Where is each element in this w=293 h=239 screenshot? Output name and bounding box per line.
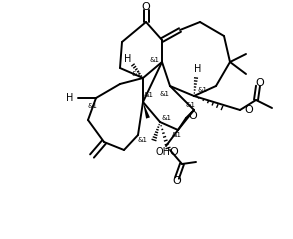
Text: &1: &1 <box>87 103 97 109</box>
Polygon shape <box>143 102 150 119</box>
Text: O: O <box>173 176 181 186</box>
Text: O: O <box>255 78 264 88</box>
Text: &1: &1 <box>185 102 195 108</box>
Text: &1: &1 <box>150 57 160 63</box>
Text: H: H <box>194 64 202 74</box>
Text: &1: &1 <box>197 87 207 93</box>
Text: &1: &1 <box>138 137 148 143</box>
Text: H: H <box>124 54 132 64</box>
Text: H: H <box>66 93 74 103</box>
Text: &1: &1 <box>161 115 171 121</box>
Text: OH: OH <box>156 147 171 157</box>
Text: &1: &1 <box>143 92 153 98</box>
Text: O: O <box>170 147 178 157</box>
Text: &1: &1 <box>132 71 142 77</box>
Text: O: O <box>244 105 253 115</box>
Text: &1: &1 <box>159 91 169 97</box>
Text: O: O <box>189 111 197 121</box>
Text: &1: &1 <box>172 132 182 138</box>
Text: O: O <box>142 2 150 12</box>
